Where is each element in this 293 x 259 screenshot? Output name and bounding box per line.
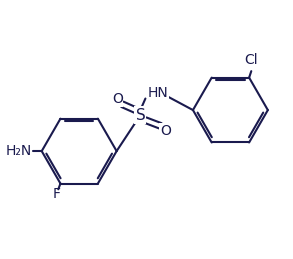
Text: S: S (135, 107, 145, 123)
Text: F: F (53, 187, 61, 201)
Text: HN: HN (148, 87, 168, 100)
Text: O: O (112, 92, 123, 106)
Text: Cl: Cl (244, 53, 258, 67)
Text: O: O (160, 124, 171, 138)
Text: H₂N: H₂N (5, 144, 32, 158)
